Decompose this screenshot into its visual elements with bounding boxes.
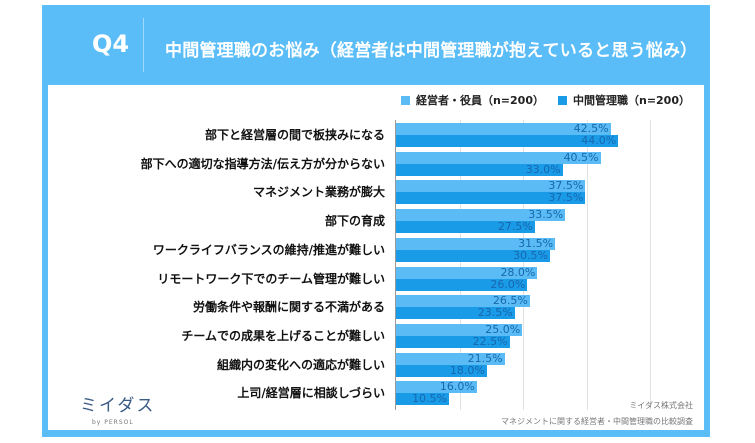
- data-label: 21.5%: [467, 352, 503, 365]
- data-label: 18.0%: [449, 364, 485, 377]
- bar-executives: [396, 152, 601, 164]
- bar-middle-managers: [396, 192, 586, 204]
- data-label: 16.0%: [439, 380, 475, 393]
- legend-label: 中間管理職（n=200）: [572, 94, 690, 107]
- bar-executives: [396, 123, 611, 135]
- bar-executives: [396, 381, 477, 393]
- bar-middle-managers: [396, 365, 487, 377]
- bar-executives: [396, 209, 566, 221]
- bar-middle-managers: [396, 164, 563, 176]
- data-label: 37.5%: [548, 191, 584, 204]
- category-label: 部下への適切な指導方法/伝え方が分からない: [140, 157, 385, 171]
- data-label: 27.5%: [497, 220, 533, 233]
- persol-logo: by PERSOL: [92, 419, 134, 426]
- category-label: 部下と経営層の間で板挟みになる: [204, 128, 385, 142]
- data-label: 26.0%: [490, 278, 526, 291]
- source-company: ミイダス株式会社: [629, 401, 693, 410]
- question-number: Q4: [92, 30, 130, 58]
- bar-executives: [396, 324, 523, 336]
- bar-middle-managers: [396, 307, 515, 319]
- gridline: [523, 120, 524, 410]
- category-label: 組織内の変化への適応が難しい: [216, 358, 385, 372]
- data-label: 22.5%: [472, 335, 508, 348]
- header-divider: [143, 18, 144, 72]
- legend-swatch: [400, 96, 410, 105]
- gridline: [459, 120, 461, 410]
- legend-item-middle-managers: 中間管理職（n=200）: [557, 92, 690, 108]
- data-label: 44.0%: [581, 134, 617, 147]
- bar-executives: [396, 267, 538, 279]
- category-label: ワークライフバランスの維持/推進が難しい: [152, 243, 385, 257]
- midas-logo: ミイダス: [80, 396, 156, 416]
- data-label: 33.0%: [525, 163, 561, 176]
- bar-middle-managers: [396, 135, 619, 147]
- chart-title: 中間管理職のお悩み（経営者は中間管理職が抱えていると思う悩み）: [165, 41, 698, 61]
- bar-executives: [396, 238, 556, 250]
- legend-label: 経営者・役員（n=200）: [415, 94, 544, 107]
- data-label: 31.5%: [518, 237, 554, 250]
- data-label: 42.5%: [573, 122, 609, 135]
- legend-item-executives: 経営者・役員（n=200）: [400, 92, 544, 108]
- category-label: 部下の育成: [324, 214, 385, 228]
- category-label: チームでの成果を上げることが難しい: [181, 329, 385, 343]
- source-survey: マネジメントに関する経営者・中間管理職の比較調査: [501, 417, 693, 426]
- gridline: [650, 120, 651, 410]
- data-label: 28.0%: [500, 266, 536, 279]
- category-label: リモートワーク下でのチーム管理が難しい: [157, 272, 385, 286]
- data-label: 33.5%: [528, 208, 564, 221]
- data-label: 40.5%: [563, 151, 599, 164]
- bar-executives: [396, 295, 530, 307]
- bar-executives: [396, 180, 586, 192]
- bar-middle-managers: [396, 279, 528, 291]
- bar-middle-managers: [396, 250, 551, 262]
- category-label: 労働条件や報酬に関する不満がある: [192, 300, 385, 314]
- legend-swatch: [557, 96, 567, 105]
- legend: 経営者・役員（n=200） 中間管理職（n=200）: [400, 92, 690, 108]
- gridline: [586, 120, 588, 410]
- bar-executives: [396, 353, 505, 365]
- data-label: 23.5%: [477, 306, 513, 319]
- bar-middle-managers: [396, 336, 510, 348]
- data-label: 26.5%: [492, 294, 528, 307]
- data-label: 25.0%: [485, 323, 521, 336]
- y-axis-line: [395, 120, 396, 410]
- data-label: 37.5%: [548, 179, 584, 192]
- bar-middle-managers: [396, 393, 450, 405]
- category-label: マネジメント業務が膨大: [252, 185, 385, 199]
- category-label: 上司/経営層に相談しづらい: [237, 386, 385, 400]
- data-label: 30.5%: [513, 249, 549, 262]
- bar-middle-managers: [396, 221, 535, 233]
- data-label: 10.5%: [412, 392, 448, 405]
